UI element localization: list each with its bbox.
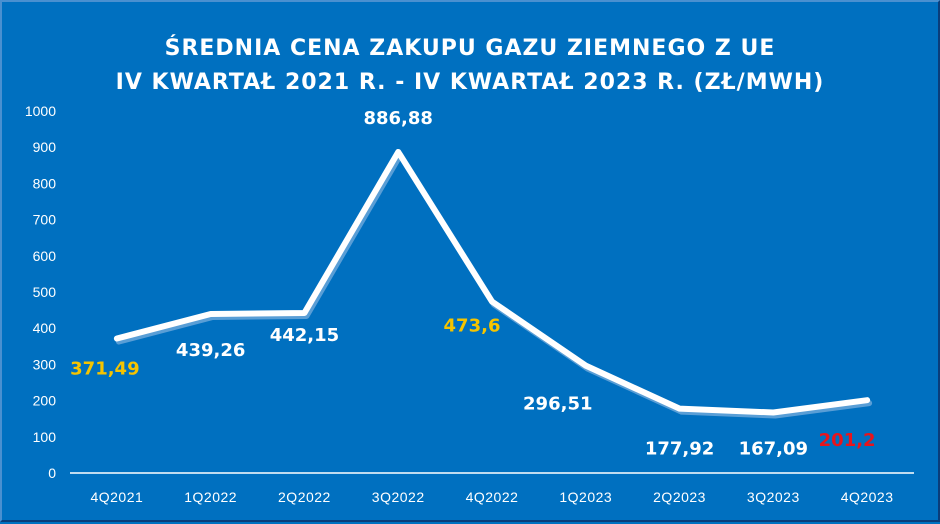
x-tick-label: 4Q2021 xyxy=(90,489,143,505)
x-tick-label: 3Q2023 xyxy=(747,489,800,505)
data-label: 439,26 xyxy=(176,340,245,361)
y-tick-label: 600 xyxy=(33,248,57,264)
y-tick-label: 100 xyxy=(33,429,57,445)
data-line xyxy=(113,148,871,416)
x-tick-label: 2Q2022 xyxy=(278,489,331,505)
chart-subtitle: IV KWARTAŁ 2021 R. - IV KWARTAŁ 2023 R. … xyxy=(115,70,825,95)
x-tick-label: 4Q2022 xyxy=(466,489,519,505)
y-tick-label: 200 xyxy=(33,393,57,409)
chart-title: ŚREDNIA CENA ZAKUPU GAZU ZIEMNEGO Z UE xyxy=(164,36,776,61)
y-tick-label: 700 xyxy=(33,212,57,228)
y-tick-label: 1000 xyxy=(25,103,56,119)
x-tick-label: 2Q2023 xyxy=(653,489,706,505)
x-tick-label: 4Q2023 xyxy=(841,489,894,505)
data-label: 167,09 xyxy=(739,439,808,460)
x-tick-label: 1Q2022 xyxy=(184,489,237,505)
data-label: 442,15 xyxy=(270,325,339,346)
y-tick-label: 400 xyxy=(33,320,57,336)
y-tick-label: 500 xyxy=(33,284,57,300)
data-label: 296,51 xyxy=(523,394,592,415)
y-tick-label: 800 xyxy=(33,175,57,191)
y-tick-label: 0 xyxy=(48,465,56,481)
line-shadow xyxy=(115,151,873,419)
data-label: 371,49 xyxy=(70,359,139,380)
y-tick-label: 300 xyxy=(33,356,57,372)
data-label: 201,2 xyxy=(819,430,876,451)
data-label: 886,88 xyxy=(363,108,432,129)
x-tick-label: 1Q2023 xyxy=(559,489,612,505)
data-label: 473,6 xyxy=(444,316,501,337)
x-tick-label: 3Q2022 xyxy=(372,489,425,505)
data-label: 177,92 xyxy=(645,439,714,460)
y-tick-label: 900 xyxy=(33,139,57,155)
